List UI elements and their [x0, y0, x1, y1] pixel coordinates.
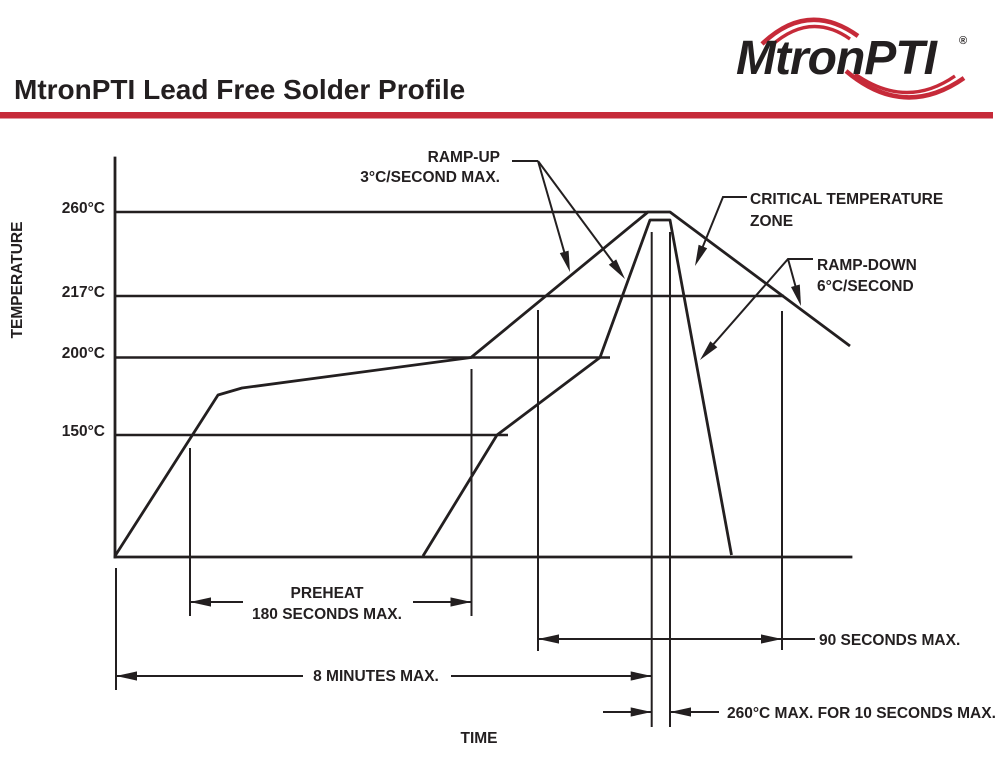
y-tick-217: 217°C	[62, 284, 105, 301]
ramp-down-callout: RAMP-DOWN 6°C/SECOND	[700, 257, 917, 360]
arrow-left-icon	[190, 597, 211, 607]
preheat-label-line1: PREHEAT	[291, 585, 364, 602]
logo-arc-top-outer	[760, 17, 860, 46]
arrow-left-icon	[670, 707, 691, 717]
y-axis-tick-labels: 260°C 217°C 200°C 150°C	[62, 200, 105, 440]
critical-zone-leader	[696, 196, 747, 262]
arrow-right-icon	[761, 634, 782, 644]
y-tick-200: 200°C	[62, 345, 105, 362]
extension-lines	[115, 232, 783, 727]
ninety-seconds-dimension: 90 SECONDS MAX.	[538, 632, 960, 649]
mtronpti-logo: MtronPTI ®	[736, 17, 967, 100]
preheat-label-line2: 180 SECONDS MAX.	[252, 606, 402, 623]
ramp-up-callout: RAMP-UP 3°C/SECOND MAX.	[360, 149, 625, 279]
x-axis-title: TIME	[460, 730, 497, 747]
critical-zone-callout: CRITICAL TEMPERATURE ZONE	[695, 191, 943, 266]
temperature-gridlines	[115, 210, 784, 437]
arrow-left-icon	[116, 671, 137, 681]
page-header: MtronPTI Lead Free Solder Profile	[0, 74, 993, 119]
preheat-dimension: PREHEAT 180 SECONDS MAX.	[190, 585, 472, 623]
arrow-down-icon	[559, 250, 570, 272]
arrow-right-icon	[450, 597, 472, 607]
arrow-down-icon	[695, 244, 708, 266]
y-axis-title: TEMPERATURE	[9, 222, 26, 339]
total-time-dimension: 8 MINUTES MAX.	[116, 668, 652, 685]
page-title: MtronPTI Lead Free Solder Profile	[14, 74, 465, 105]
ramp-up-leader-2	[537, 160, 622, 274]
total-time-label: 8 MINUTES MAX.	[313, 668, 439, 685]
logo-arc-bottom-outer	[844, 69, 966, 100]
critical-zone-label-line1: CRITICAL TEMPERATURE	[750, 191, 943, 208]
y-tick-260: 260°C	[62, 200, 105, 217]
logo-arc-bottom-inner	[854, 72, 956, 95]
ramp-up-label-line2: 3°C/SECOND MAX.	[360, 169, 500, 186]
ramp-up-label-line1: RAMP-UP	[428, 149, 500, 166]
axes: TEMPERATURE TIME	[9, 156, 853, 747]
upper-limit-profile-curve	[113, 210, 851, 557]
peak-time-dimension: 260°C MAX. FOR 10 SECONDS MAX.	[603, 705, 996, 722]
ninety-seconds-label: 90 SECONDS MAX.	[819, 632, 960, 649]
arrow-right-icon	[630, 707, 652, 717]
critical-zone-label-line2: ZONE	[750, 213, 793, 230]
profile-curves	[113, 210, 851, 557]
arrow-left-icon	[538, 634, 559, 644]
lower-limit-profile-curve	[421, 218, 733, 557]
ramp-up-leader-1	[537, 160, 569, 266]
arrow-down-icon	[608, 259, 625, 279]
arrow-right-icon	[630, 671, 652, 681]
y-tick-150: 150°C	[62, 423, 105, 440]
ramp-down-label-line1: RAMP-DOWN	[817, 257, 917, 274]
arrow-down-icon	[791, 284, 801, 306]
title-rule	[0, 112, 993, 119]
logo-registered-mark: ®	[959, 35, 967, 47]
logo-wordmark: MtronPTI	[736, 32, 939, 85]
logo-arc-top-inner	[769, 24, 851, 48]
ramp-down-label-line2: 6°C/SECOND	[817, 278, 914, 295]
peak-time-label: 260°C MAX. FOR 10 SECONDS MAX.	[727, 705, 996, 722]
arrow-down-icon	[700, 341, 718, 360]
